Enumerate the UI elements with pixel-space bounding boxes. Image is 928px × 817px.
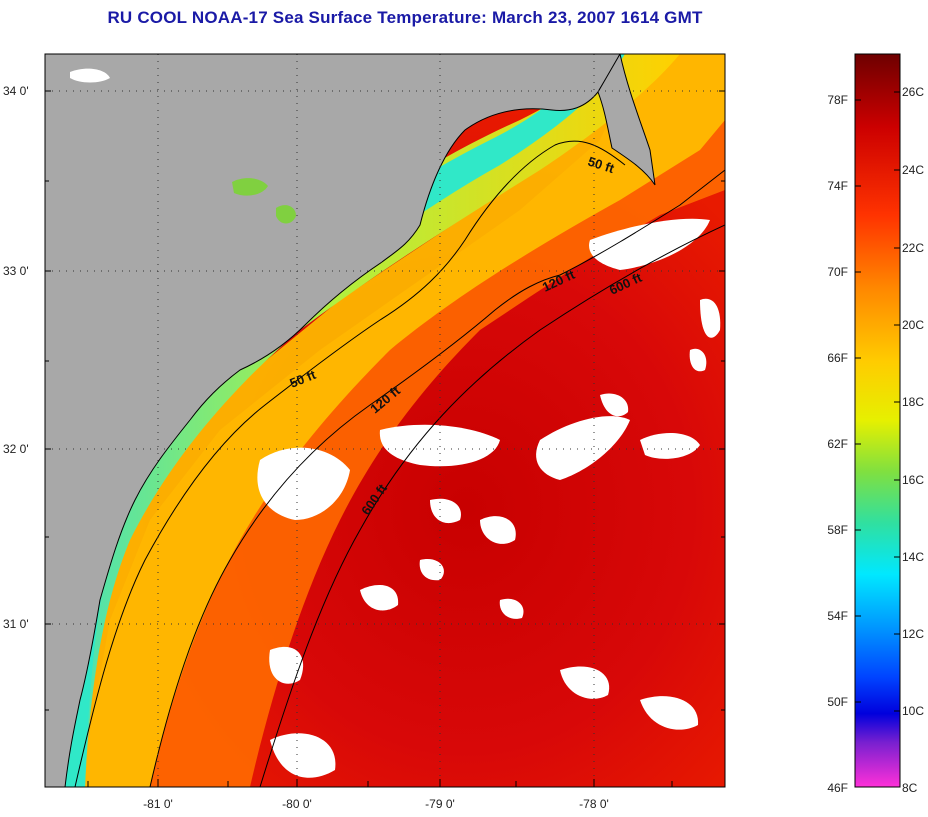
land-mass — [45, 54, 621, 787]
map-title: RU COOL NOAA-17 Sea Surface Temperature:… — [107, 8, 703, 27]
lon-tick-label: -81 0' — [143, 797, 173, 811]
lon-tick-label: -80 0' — [282, 797, 312, 811]
isobath-lines — [74, 140, 725, 787]
colorbar-c-labels: 26C 24C 22C 20C 18C 16C 14C 12C 10C 8C — [902, 85, 924, 795]
colorbar-c-label: 18C — [902, 395, 924, 409]
cape-fear — [597, 54, 656, 186]
colorbar-ticks — [855, 91, 900, 712]
colorbar-f-label: 50F — [827, 695, 848, 709]
colorbar-c-label: 26C — [902, 85, 924, 99]
island-patch — [70, 68, 110, 83]
colorbar-f-label: 66F — [827, 351, 848, 365]
colorbar-c-label: 24C — [902, 163, 924, 177]
colorbar-f-label: 54F — [827, 609, 848, 623]
colorbar-f-label: 46F — [827, 781, 848, 795]
colorbar-f-label: 78F — [827, 93, 848, 107]
colorbar-f-label: 62F — [827, 437, 848, 451]
colorbar-c-label: 20C — [902, 318, 924, 332]
colorbar-c-label: 22C — [902, 241, 924, 255]
lat-tick-label: 31 0' — [3, 617, 29, 631]
lat-tick-label: 33 0' — [3, 264, 29, 278]
colorbar-c-label: 16C — [902, 473, 924, 487]
colorbar-c-label: 10C — [902, 704, 924, 718]
island-patch — [276, 205, 296, 224]
map-frame — [44, 53, 726, 788]
lat-tick-label: 34 0' — [3, 84, 29, 98]
island-patch — [232, 178, 268, 196]
ocean-mid-band — [80, 54, 725, 787]
colorbar: 78F 74F 70F 66F 62F 58F 54F 50F 46F 26C … — [827, 53, 924, 795]
colorbar-f-label: 58F — [827, 523, 848, 537]
colorbar-c-label: 12C — [902, 627, 924, 641]
lat-tick-label: 32 0' — [3, 442, 29, 456]
lon-tick-label: -78 0' — [579, 797, 609, 811]
colorbar-f-label: 74F — [827, 179, 848, 193]
map-panel: 50 ft 50 ft 120 ft 120 ft 600 ft 600 ft — [45, 54, 725, 787]
colorbar-gradient — [854, 53, 901, 788]
colorbar-f-label: 70F — [827, 265, 848, 279]
colorbar-c-label: 14C — [902, 550, 924, 564]
ocean-yellow-band — [70, 54, 725, 787]
map-ticks — [45, 90, 725, 787]
colorbar-f-labels: 78F 74F 70F 66F 62F 58F 54F 50F 46F — [827, 93, 848, 795]
colorbar-c-label: 8C — [902, 781, 918, 795]
cloud-mask — [257, 218, 721, 778]
lon-tick-label: -79 0' — [425, 797, 455, 811]
